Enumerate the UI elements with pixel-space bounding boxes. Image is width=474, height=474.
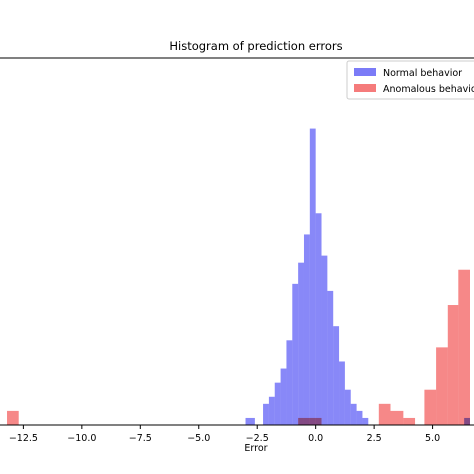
normal-bar-17 xyxy=(356,410,363,425)
anomalous-bar-3 xyxy=(390,410,404,425)
normal-bar-2 xyxy=(268,396,275,425)
legend-label-0: Normal behavior xyxy=(383,68,462,79)
x-tick-label-0: −12.5 xyxy=(9,433,38,444)
normal-bar-16 xyxy=(350,403,357,425)
x-tick-label-1: −10.0 xyxy=(67,433,96,444)
anomalous-bar-6 xyxy=(436,347,448,425)
anomalous-bar-2 xyxy=(378,403,391,425)
normal-bar-10 xyxy=(315,213,322,425)
legend-swatch-1 xyxy=(354,84,376,92)
x-tick-label-5: 0.0 xyxy=(308,433,323,444)
axes-layer: −12.5 −10.0 −7.5 −5.0 −2.5 0.0 2.5 5.0 xyxy=(0,57,474,444)
normal-bar-15 xyxy=(344,389,351,425)
normal-bar-11 xyxy=(321,255,328,425)
legend-label-1: Anomalous behavior xyxy=(383,84,474,95)
anomalous-bar-4 xyxy=(403,417,416,425)
anomalous-bar-8 xyxy=(458,269,470,425)
legend-swatch-0 xyxy=(354,68,376,76)
x-tick-label-2: −7.5 xyxy=(129,433,152,444)
x-axis-label: Error xyxy=(244,443,267,454)
x-tick-label-7: 5.0 xyxy=(425,433,440,444)
anomalous-bar-7 xyxy=(447,305,459,425)
normal-bar-13 xyxy=(333,326,340,425)
x-tick-label-6: 2.5 xyxy=(367,433,382,444)
normal-bar-4 xyxy=(280,368,287,425)
bars-layer xyxy=(7,128,470,426)
legend: Normal behavior Anomalous behavior xyxy=(346,60,474,100)
normal-bar-14 xyxy=(339,361,345,425)
normal-bar-6 xyxy=(292,283,299,425)
anomalous-bar-1 xyxy=(298,417,322,425)
normal-bar-1 xyxy=(263,403,269,425)
normal-bar-8 xyxy=(303,234,310,425)
x-tick-label-4: −2.5 xyxy=(246,433,269,444)
normal-bar-18 xyxy=(362,417,369,425)
anomalous-bar-5 xyxy=(424,389,437,425)
legend-frame xyxy=(346,60,474,100)
normal-bar-9 xyxy=(309,128,316,426)
chart-title: Histogram of prediction errors xyxy=(169,39,342,53)
normal-bar-12 xyxy=(327,290,334,425)
normal-bar-7 xyxy=(298,262,304,425)
x-tick-label-3: −5.0 xyxy=(187,433,210,444)
anomalous-bar-0 xyxy=(7,410,19,425)
normal-bar-3 xyxy=(274,382,281,425)
normal-bar-5 xyxy=(286,340,293,425)
normal-bar-0 xyxy=(245,417,255,425)
